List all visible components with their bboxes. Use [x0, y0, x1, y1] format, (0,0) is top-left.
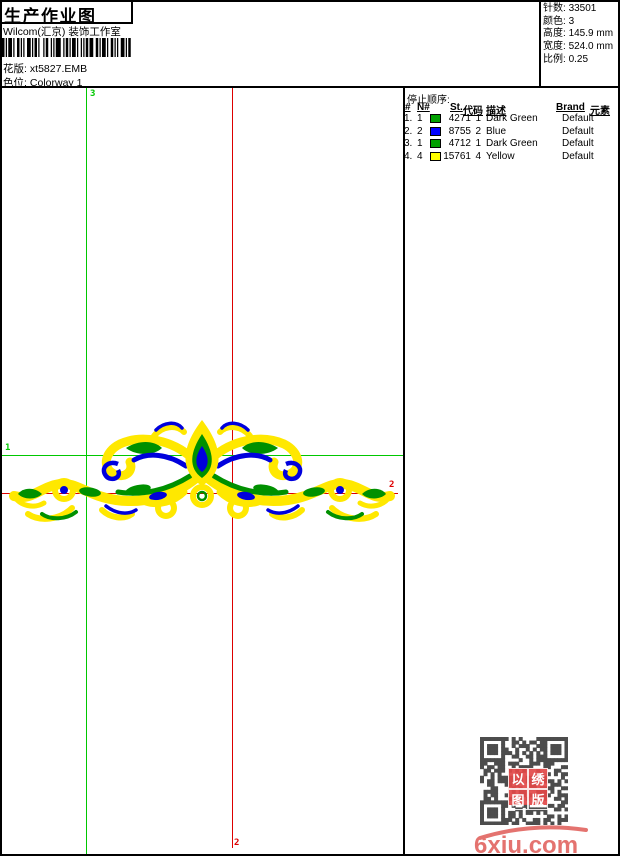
row-code: 4: [475, 150, 481, 162]
row-code: 2: [475, 125, 481, 137]
table-row: 4. 4 15761 4 Yellow Default: [404, 151, 620, 164]
row-code: 1: [475, 113, 481, 124]
panel-divider: [403, 88, 405, 854]
design-scale: 比例: 0.25: [543, 53, 589, 65]
studio-name: Wilcom(汇京) 装饰工作室: [3, 26, 121, 38]
marker-label-1: 1: [5, 443, 11, 453]
row-description: Yellow: [486, 150, 515, 162]
row-brand: Default: [562, 150, 594, 162]
stitch-count: 针数: 33501: [543, 3, 597, 14]
row-index: 2.: [404, 125, 413, 137]
page-title: 生产作业图: [4, 7, 97, 26]
info-box-divider: [539, 0, 541, 86]
row-brand: Default: [562, 113, 594, 124]
row-index: 3.: [404, 138, 413, 149]
table-row: 3. 1 4712 1 Dark Green Default: [404, 138, 620, 151]
color-swatch: [429, 151, 443, 164]
col-description: 描述: [486, 106, 506, 117]
border-top: [0, 0, 620, 2]
row-element: [593, 151, 620, 164]
table-row: 1. 1 4271 1 Dark Green Default: [404, 113, 620, 126]
row-brand: Default: [562, 125, 594, 137]
border-bottom: [0, 854, 620, 856]
border-right: [618, 0, 620, 856]
marker-label-2h: 2: [389, 480, 395, 490]
row-index: 1.: [404, 113, 413, 124]
stop-sequence-title: 停止顺序:: [407, 95, 450, 106]
row-index: 4.: [404, 150, 413, 162]
col-needle: N#: [417, 102, 430, 113]
row-brand: Default: [562, 138, 594, 149]
site-logo: 6xiu.com: [474, 825, 588, 858]
row-stitches: 15761: [443, 150, 471, 162]
col-index: #: [405, 102, 411, 113]
color-swatch: [429, 138, 443, 151]
row-element: [593, 113, 620, 126]
red-vertical-guide: [231, 88, 233, 848]
logo-swoosh: [478, 825, 588, 840]
green-vertical-guide: [85, 88, 87, 854]
barcode: [2, 38, 131, 57]
row-stitches: 4712: [448, 138, 471, 149]
row-stitches: 4271: [448, 113, 471, 124]
row-stitches: 8755: [448, 125, 471, 137]
col-brand: Brand: [556, 102, 585, 113]
design-height: 高度: 145.9 mm: [543, 28, 614, 40]
pattern-label: 花版:: [3, 63, 27, 75]
pattern-value: xt5827.EMB: [29, 63, 88, 75]
colorway-value: Colorway 1: [29, 77, 83, 89]
colorway: 色位: Colorway 1: [3, 75, 82, 90]
border-left: [0, 0, 2, 856]
color-swatch: [429, 126, 443, 139]
row-needle: 4: [417, 150, 423, 162]
col-element: 元素: [590, 106, 610, 117]
title-box-bottom: [0, 22, 133, 24]
marker-label-2v: 2: [234, 838, 240, 848]
colorway-label: 色位:: [3, 77, 27, 89]
title-box-right: [131, 0, 133, 24]
design-info-box: 针数: 33501 颜色: 3 高度: 145.9 mm 宽度: 524.0 m…: [543, 3, 618, 67]
table-row: 2. 2 8755 2 Blue Default: [404, 126, 620, 139]
row-description: Blue: [486, 125, 507, 137]
col-code: 代码: [463, 106, 483, 117]
color-count: 颜色: 3: [543, 15, 575, 27]
row-description: Dark Green: [486, 113, 538, 124]
row-needle: 1: [417, 138, 423, 149]
row-element: [593, 126, 620, 139]
embroidery-design: [6, 416, 398, 538]
row-needle: 1: [417, 113, 423, 124]
stop-sequence-header: # N# St. 代码 描述 Brand 元素: [404, 102, 620, 117]
design-width: 宽度: 524.0 mm: [543, 41, 614, 53]
row-code: 1: [475, 138, 481, 149]
pattern-file: 花版: xt5827.EMB: [3, 61, 87, 76]
stop-sequence-rows: 1. 1 4271 1 Dark Green Default 2. 2 8755 2 Blue Def…: [404, 113, 620, 163]
col-stitches: St.: [450, 102, 463, 113]
color-swatch: [429, 113, 443, 126]
logo-text: 6xiu.com: [474, 832, 578, 858]
row-element: [593, 138, 620, 151]
red-stamp: 以 绣 图 版: [508, 768, 548, 810]
row-needle: 2: [417, 125, 423, 137]
header-divider: [0, 86, 620, 88]
marker-label-3: 3: [90, 89, 96, 99]
row-description: Dark Green: [486, 138, 538, 149]
